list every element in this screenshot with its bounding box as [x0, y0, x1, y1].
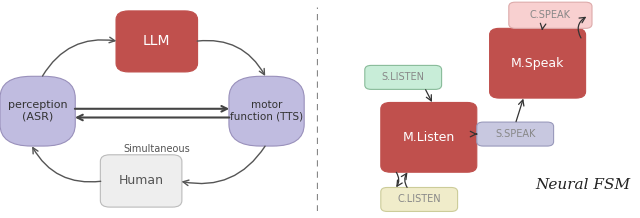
FancyBboxPatch shape	[100, 155, 182, 207]
Text: S.SPEAK: S.SPEAK	[495, 129, 536, 139]
Text: Human: Human	[118, 174, 164, 187]
FancyBboxPatch shape	[0, 76, 76, 146]
Text: LLM: LLM	[143, 34, 170, 48]
FancyBboxPatch shape	[490, 28, 586, 98]
FancyBboxPatch shape	[477, 122, 554, 146]
Text: S.LISTEN: S.LISTEN	[381, 72, 425, 82]
Text: C.LISTEN: C.LISTEN	[397, 194, 441, 204]
FancyBboxPatch shape	[365, 65, 442, 89]
Text: perception
(ASR): perception (ASR)	[8, 100, 67, 122]
FancyBboxPatch shape	[509, 2, 592, 28]
FancyBboxPatch shape	[381, 102, 477, 172]
Text: C.SPEAK: C.SPEAK	[530, 10, 571, 20]
Text: Neural FSM: Neural FSM	[535, 178, 630, 192]
Text: M.Listen: M.Listen	[403, 131, 455, 144]
FancyBboxPatch shape	[116, 11, 198, 72]
Text: Simultaneous: Simultaneous	[124, 144, 190, 154]
FancyBboxPatch shape	[381, 187, 458, 211]
Text: motor
function (TTS): motor function (TTS)	[230, 100, 303, 122]
Text: M.Speak: M.Speak	[511, 57, 564, 70]
FancyBboxPatch shape	[229, 76, 304, 146]
